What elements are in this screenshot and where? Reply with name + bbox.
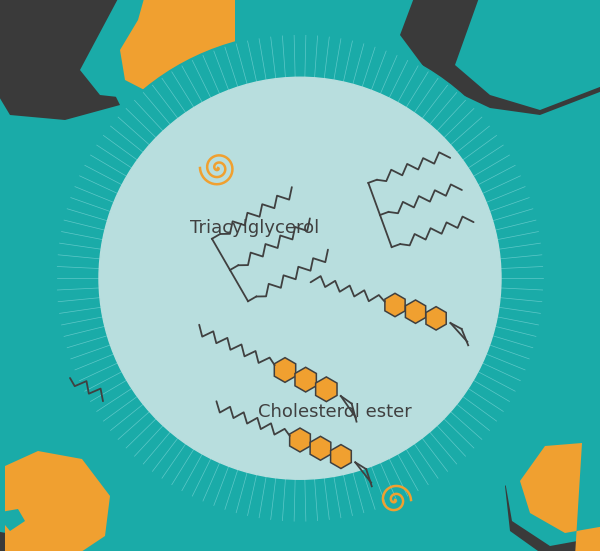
Polygon shape: [0, 436, 100, 541]
Polygon shape: [520, 443, 600, 551]
Circle shape: [55, 33, 545, 523]
Polygon shape: [274, 358, 296, 382]
Polygon shape: [295, 368, 316, 392]
Polygon shape: [505, 439, 600, 546]
Polygon shape: [0, 451, 100, 551]
Text: Cholesterol ester: Cholesterol ester: [258, 403, 412, 421]
Polygon shape: [120, 0, 235, 98]
Polygon shape: [331, 445, 352, 468]
Polygon shape: [310, 436, 331, 460]
Polygon shape: [426, 307, 446, 330]
Polygon shape: [115, 88, 150, 115]
Polygon shape: [385, 293, 405, 317]
Polygon shape: [290, 428, 310, 452]
Polygon shape: [0, 509, 25, 531]
Polygon shape: [5, 451, 110, 551]
Polygon shape: [316, 377, 337, 402]
Polygon shape: [400, 0, 600, 115]
Polygon shape: [455, 0, 600, 110]
Text: Triacylglycerol: Triacylglycerol: [190, 219, 319, 237]
Polygon shape: [0, 0, 195, 120]
Polygon shape: [505, 446, 600, 551]
Polygon shape: [406, 300, 425, 323]
Circle shape: [99, 77, 501, 479]
Polygon shape: [80, 0, 230, 100]
